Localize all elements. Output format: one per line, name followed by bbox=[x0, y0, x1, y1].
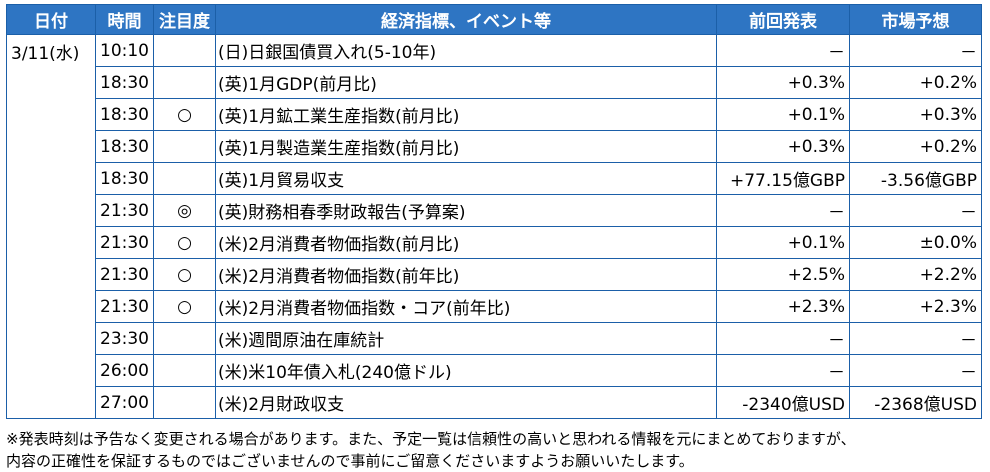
table-row: 23:30 (米)週間原油在庫統計－－ bbox=[7, 322, 982, 355]
forecast-cell: ±0.0% bbox=[849, 226, 982, 259]
forecast-cell: -3.56億GBP bbox=[849, 162, 982, 195]
table-row: 21:30 ○ (米)2月消費者物価指数(前年比) +2.5% +2.2% bbox=[7, 258, 982, 291]
table-row: 18:30 (英)1月GDP(前月比) +0.3% +0.2% bbox=[7, 66, 982, 99]
event-cell: (日)日銀国債買入れ(5-10年) bbox=[215, 34, 717, 67]
importance-cell bbox=[153, 162, 216, 195]
header-time: 時間 bbox=[95, 4, 154, 35]
event-cell: (英)1月GDP(前月比) bbox=[215, 66, 717, 99]
previous-cell: － bbox=[716, 34, 850, 67]
forecast-cell: － bbox=[849, 194, 982, 227]
table-row: 21:30 ○ (米)2月消費者物価指数(前月比) +0.1% ±0.0% bbox=[7, 226, 982, 259]
importance-cell bbox=[153, 66, 216, 99]
event-cell: (米)2月財政収支 bbox=[215, 386, 717, 419]
forecast-cell: -2368億USD bbox=[849, 386, 982, 419]
event-cell: (米)2月消費者物価指数(前月比) bbox=[215, 226, 717, 259]
importance-cell bbox=[153, 34, 216, 67]
header-date: 日付 bbox=[6, 4, 96, 35]
header-row: 日付 時間 注目度 経済指標、イベント等 前回発表 市場予想 bbox=[6, 4, 982, 35]
event-cell: (英)財務相春季財政報告(予算案) bbox=[215, 194, 717, 227]
time-cell: 26:00 bbox=[95, 354, 154, 387]
event-cell: (英)1月貿易収支 bbox=[215, 162, 717, 195]
header-previous: 前回発表 bbox=[716, 4, 850, 35]
date-cell: 3/11(水) bbox=[6, 34, 96, 419]
header-event: 経済指標、イベント等 bbox=[215, 4, 717, 35]
importance-cell: ◎ bbox=[153, 194, 216, 227]
previous-cell: － bbox=[716, 354, 850, 387]
event-cell: (米)2月消費者物価指数・コア(前年比) bbox=[215, 290, 717, 323]
event-cell: (英)1月鉱工業生産指数(前月比) bbox=[215, 98, 717, 131]
forecast-cell: +0.2% bbox=[849, 66, 982, 99]
header-importance: 注目度 bbox=[153, 4, 216, 35]
time-cell: 21:30 bbox=[95, 258, 154, 291]
time-cell: 18:30 bbox=[95, 98, 154, 131]
previous-cell: +2.5% bbox=[716, 258, 850, 291]
disclaimer-line: 内容の正確性を保証するものではございませんので事前にご留意くださいますようお願い… bbox=[6, 452, 694, 470]
importance-cell bbox=[153, 130, 216, 163]
time-cell: 23:30 bbox=[95, 322, 154, 355]
previous-cell: -2340億USD bbox=[716, 386, 850, 419]
previous-cell: － bbox=[716, 194, 850, 227]
importance-cell: ○ bbox=[153, 258, 216, 291]
previous-cell: +0.1% bbox=[716, 98, 850, 131]
table-row: 18:30 ○ (英)1月鉱工業生産指数(前月比) +0.1% +0.3% bbox=[7, 98, 982, 131]
disclaimer-notes: ※発表時刻は予告なく変更される場合があります。また、予定一覧は信頼性の高いと思わ… bbox=[6, 428, 990, 472]
forecast-cell: － bbox=[849, 354, 982, 387]
event-cell: (米)週間原油在庫統計 bbox=[215, 322, 717, 355]
table-row: 18:30 (英)1月貿易収支 +77.15億GBP -3.56億GBP bbox=[7, 162, 982, 195]
table-row: 18:30 (英)1月製造業生産指数(前月比) +0.3% +0.2% bbox=[7, 130, 982, 163]
forecast-cell: +2.2% bbox=[849, 258, 982, 291]
forecast-cell: － bbox=[849, 34, 982, 67]
importance-cell: ○ bbox=[153, 226, 216, 259]
importance-cell bbox=[153, 354, 216, 387]
economic-calendar-table: 日付 時間 注目度 経済指標、イベント等 前回発表 市場予想 3/11(水) 10… bbox=[6, 4, 982, 419]
time-cell: 21:30 bbox=[95, 194, 154, 227]
table-row: 21:30 ◎ (英)財務相春季財政報告(予算案) －－ bbox=[7, 194, 982, 227]
forecast-cell: － bbox=[849, 322, 982, 355]
disclaimer-line: ※発表時刻は予告なく変更される場合があります。また、予定一覧は信頼性の高いと思わ… bbox=[6, 430, 856, 448]
previous-cell: +0.3% bbox=[716, 66, 850, 99]
time-cell: 27:00 bbox=[95, 386, 154, 419]
previous-cell: +2.3% bbox=[716, 290, 850, 323]
time-cell: 21:30 bbox=[95, 290, 154, 323]
time-cell: 18:30 bbox=[95, 66, 154, 99]
importance-cell bbox=[153, 322, 216, 355]
previous-cell: +0.3% bbox=[716, 130, 850, 163]
forecast-cell: +0.2% bbox=[849, 130, 982, 163]
time-cell: 18:30 bbox=[95, 162, 154, 195]
time-cell: 21:30 bbox=[95, 226, 154, 259]
table-row: 3/11(水) 10:10 (日)日銀国債買入れ(5-10年) －－ bbox=[6, 34, 982, 419]
importance-cell bbox=[153, 386, 216, 419]
importance-cell: ○ bbox=[153, 98, 216, 131]
table-row: 26:00 (米)米10年債入札(240億ドル) －－ bbox=[7, 354, 982, 387]
previous-cell: +0.1% bbox=[716, 226, 850, 259]
time-cell: 18:30 bbox=[95, 130, 154, 163]
event-cell: (英)1月製造業生産指数(前月比) bbox=[215, 130, 717, 163]
importance-cell: ○ bbox=[153, 290, 216, 323]
previous-cell: － bbox=[716, 322, 850, 355]
event-cell: (米)2月消費者物価指数(前年比) bbox=[215, 258, 717, 291]
forecast-cell: +0.3% bbox=[849, 98, 982, 131]
event-cell: (米)米10年債入札(240億ドル) bbox=[215, 354, 717, 387]
forecast-cell: +2.3% bbox=[849, 290, 982, 323]
time-cell: 10:10 bbox=[95, 34, 154, 67]
previous-cell: +77.15億GBP bbox=[716, 162, 850, 195]
header-forecast: 市場予想 bbox=[849, 4, 982, 35]
table-row: 27:00 (米)2月財政収支 -2340億USD -2368億USD bbox=[7, 386, 982, 419]
table-row: 21:30 ○ (米)2月消費者物価指数・コア(前年比) +2.3% +2.3% bbox=[7, 290, 982, 323]
